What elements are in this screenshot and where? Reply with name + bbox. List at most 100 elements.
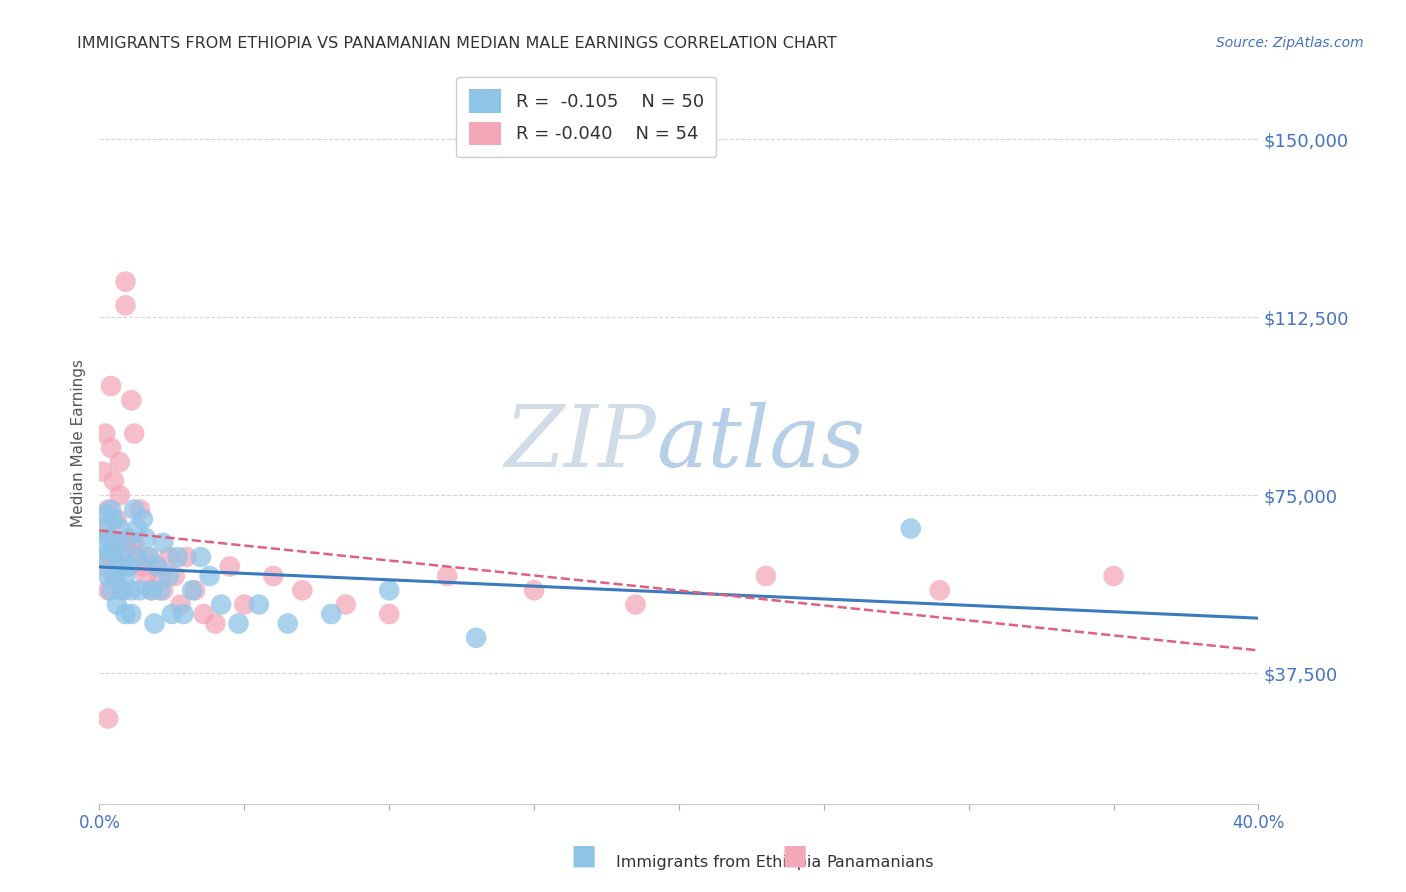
Point [103,536,125,550]
Point [108,549,131,564]
Point [120,607,142,621]
Point [100,502,122,516]
Point [228,616,250,631]
Point [97,711,120,725]
Point [100,379,122,393]
Point [523,583,546,598]
Point [141,583,163,598]
Point [378,583,401,598]
Text: ■: ■ [571,842,596,870]
Point [100,549,122,564]
Point [129,583,152,598]
Point [928,583,950,598]
Point [103,569,125,583]
Text: IMMIGRANTS FROM ETHIOPIA VS PANAMANIAN MEDIAN MALE EARNINGS CORRELATION CHART: IMMIGRANTS FROM ETHIOPIA VS PANAMANIAN M… [77,36,837,51]
Point [138,549,160,564]
Point [105,512,128,526]
Text: atlas: atlas [655,401,865,484]
Point [181,583,204,598]
Text: Panamanians: Panamanians [827,855,934,870]
Point [291,583,314,598]
Point [335,598,357,612]
Point [135,531,157,545]
Point [108,559,131,574]
Point [149,569,172,583]
Point [149,583,172,598]
Point [135,569,157,583]
Point [132,559,155,574]
Point [117,559,139,574]
Point [160,607,183,621]
Point [321,607,343,621]
Point [117,559,139,574]
Point [127,522,149,536]
Point [111,583,134,598]
Point [146,559,169,574]
Point [114,607,136,621]
Point [120,583,142,598]
Point [129,502,152,516]
Point [114,275,136,289]
Point [114,298,136,312]
Point [94,508,117,522]
Point [163,569,186,583]
Point [120,393,142,408]
Point [900,522,922,536]
Point [193,607,215,621]
Point [247,598,270,612]
Point [132,512,155,526]
Point [100,583,122,598]
Point [94,549,117,564]
Text: ZIP: ZIP [503,401,655,484]
Point [100,441,122,455]
Point [108,488,131,502]
Text: Source: ZipAtlas.com: Source: ZipAtlas.com [1216,36,1364,50]
Point [190,549,212,564]
Point [233,598,256,612]
Point [277,616,299,631]
Point [108,455,131,469]
Point [103,545,125,559]
Point [1102,569,1125,583]
Point [103,474,125,488]
Point [152,583,174,598]
Point [111,536,134,550]
Point [157,549,180,564]
Point [436,569,458,583]
Point [218,559,240,574]
Point [94,559,117,574]
Point [755,569,778,583]
Point [146,559,169,574]
Point [143,616,166,631]
Point [198,569,221,583]
Point [103,512,125,526]
Point [120,536,142,550]
Point [138,549,160,564]
Point [152,536,174,550]
Point [122,426,145,441]
Point [117,531,139,545]
Point [465,631,488,645]
Point [94,426,117,441]
Point [204,616,226,631]
Point [127,549,149,564]
Point [209,598,232,612]
Point [378,607,401,621]
Point [91,465,114,479]
Point [172,607,194,621]
Point [91,522,114,536]
Point [122,536,145,550]
Point [184,583,207,598]
Text: ■: ■ [782,842,807,870]
Point [97,502,120,516]
Point [111,549,134,564]
Point [97,583,120,598]
Y-axis label: Median Male Earnings: Median Male Earnings [72,359,86,527]
Point [141,583,163,598]
Point [111,583,134,598]
Point [97,569,120,583]
Point [122,502,145,516]
Point [262,569,284,583]
Point [624,598,647,612]
Point [176,549,198,564]
